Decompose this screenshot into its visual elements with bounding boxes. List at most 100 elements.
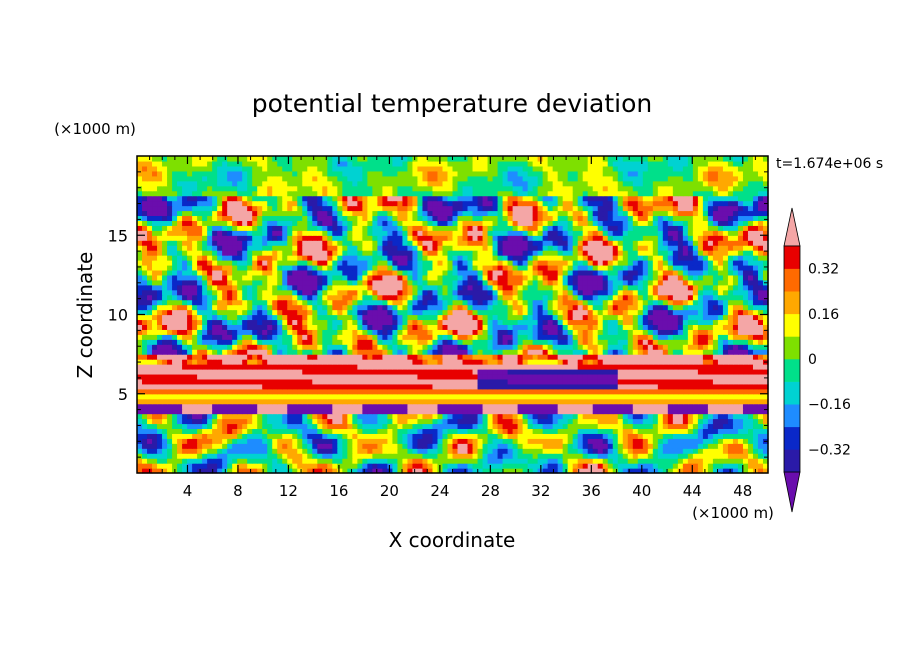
field-cell [737, 339, 744, 345]
field-cell [622, 398, 629, 405]
field-cell [157, 368, 163, 375]
field-cell [332, 468, 338, 474]
field-cell [337, 344, 343, 350]
field-cell [297, 334, 303, 340]
field-cell [262, 453, 268, 459]
field-cell [447, 334, 454, 340]
field-cell [357, 373, 363, 380]
field-cell [502, 463, 509, 469]
field-cell [227, 359, 233, 365]
field-cell [242, 438, 248, 444]
field-cell [412, 383, 419, 390]
field-cell [427, 329, 434, 335]
field-cell [167, 388, 173, 395]
field-cell [592, 393, 599, 400]
field-cell [582, 304, 589, 311]
field-cell [347, 468, 353, 474]
field-cell [432, 458, 439, 464]
field-cell [222, 423, 228, 430]
field-cell [352, 463, 358, 469]
field-cell [382, 354, 388, 360]
field-cell [627, 359, 634, 365]
field-cell [197, 418, 203, 425]
field-cell [637, 329, 644, 335]
field-cell [707, 433, 714, 439]
field-cell [737, 294, 744, 301]
field-cell [237, 364, 243, 370]
field-cell [412, 299, 419, 306]
field-cell [457, 403, 464, 410]
field-cell [142, 284, 148, 291]
field-cell [137, 388, 143, 395]
field-cell [552, 309, 559, 316]
field-cell [182, 284, 188, 291]
field-cell [572, 289, 579, 296]
field-cell [602, 463, 609, 469]
field-cell [157, 289, 163, 296]
field-cell [687, 319, 694, 325]
field-cell [147, 403, 153, 410]
field-cell [287, 373, 293, 380]
field-cell [447, 299, 454, 306]
field-cell [317, 453, 323, 459]
field-cell [422, 403, 429, 410]
field-cell [337, 319, 343, 325]
field-cell [237, 354, 243, 360]
field-cell [607, 423, 614, 430]
field-cell [672, 349, 679, 355]
field-cell [637, 364, 644, 370]
field-cell [682, 468, 689, 474]
field-cell [522, 373, 529, 380]
field-cell [467, 458, 474, 464]
field-cell [147, 334, 153, 340]
field-cell [732, 378, 739, 385]
field-cell [497, 468, 504, 474]
field-cell [712, 279, 719, 286]
field-cell [487, 314, 494, 321]
field-cell [652, 329, 659, 335]
field-cell [472, 368, 479, 375]
field-cell [482, 373, 489, 380]
field-cell [327, 344, 333, 350]
field-cell [567, 324, 574, 330]
field-cell [757, 373, 764, 380]
field-cell [212, 458, 218, 464]
field-cell [702, 443, 709, 449]
field-cell [637, 408, 644, 415]
field-cell [222, 279, 228, 286]
field-cell [192, 294, 198, 301]
field-cell [192, 368, 198, 375]
field-cell [287, 468, 293, 474]
field-cell [307, 339, 313, 345]
field-cell [427, 314, 434, 321]
field-cell [227, 354, 233, 360]
field-cell [442, 398, 449, 405]
field-cell [257, 388, 263, 395]
field-cell [367, 294, 373, 301]
field-cell [552, 398, 559, 405]
field-cell [572, 388, 579, 395]
field-cell [482, 413, 489, 420]
field-cell [217, 408, 223, 415]
field-cell [282, 344, 288, 350]
field-cell [337, 433, 343, 439]
field-cell [437, 418, 444, 425]
field-cell [497, 368, 504, 375]
field-cell [182, 359, 188, 365]
field-cell [357, 339, 363, 345]
field-cell [272, 279, 278, 286]
field-cell [697, 329, 704, 335]
field-cell [757, 458, 764, 464]
field-cell [552, 413, 559, 420]
field-cell [162, 368, 168, 375]
field-cell [427, 403, 434, 410]
field-cell [477, 393, 484, 400]
field-cell [172, 364, 178, 370]
field-cell [477, 463, 484, 469]
field-cell [227, 418, 233, 425]
field-cell [447, 468, 454, 474]
field-cell [732, 408, 739, 415]
field-cell [222, 408, 228, 415]
field-cell [622, 334, 629, 340]
field-cell [487, 319, 494, 325]
